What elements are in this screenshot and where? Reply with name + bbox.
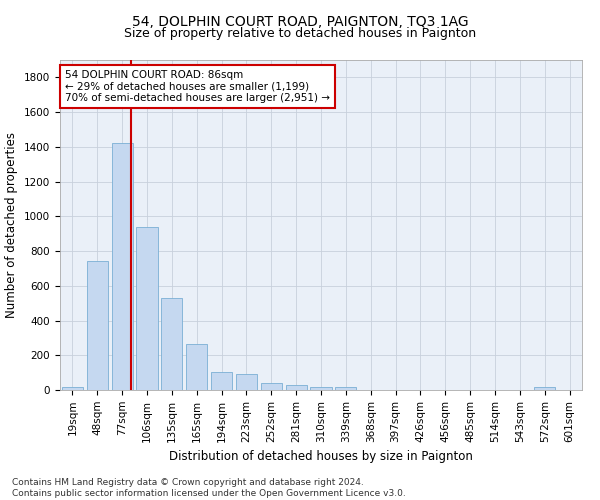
Bar: [286, 385, 307, 390]
Bar: [261, 383, 282, 390]
Bar: [310, 388, 332, 390]
Text: 54, DOLPHIN COURT ROAD, PAIGNTON, TQ3 1AG: 54, DOLPHIN COURT ROAD, PAIGNTON, TQ3 1A…: [131, 15, 469, 29]
Bar: [534, 388, 555, 390]
Bar: [112, 144, 133, 390]
Bar: [335, 388, 356, 390]
X-axis label: Distribution of detached houses by size in Paignton: Distribution of detached houses by size …: [169, 450, 473, 463]
Text: Contains HM Land Registry data © Crown copyright and database right 2024.
Contai: Contains HM Land Registry data © Crown c…: [12, 478, 406, 498]
Text: Size of property relative to detached houses in Paignton: Size of property relative to detached ho…: [124, 28, 476, 40]
Text: 54 DOLPHIN COURT ROAD: 86sqm
← 29% of detached houses are smaller (1,199)
70% of: 54 DOLPHIN COURT ROAD: 86sqm ← 29% of de…: [65, 70, 330, 103]
Bar: [161, 298, 182, 390]
Bar: [186, 344, 207, 390]
Bar: [87, 262, 108, 390]
Bar: [236, 374, 257, 390]
Y-axis label: Number of detached properties: Number of detached properties: [5, 132, 19, 318]
Bar: [211, 372, 232, 390]
Bar: [136, 226, 158, 390]
Bar: [62, 386, 83, 390]
